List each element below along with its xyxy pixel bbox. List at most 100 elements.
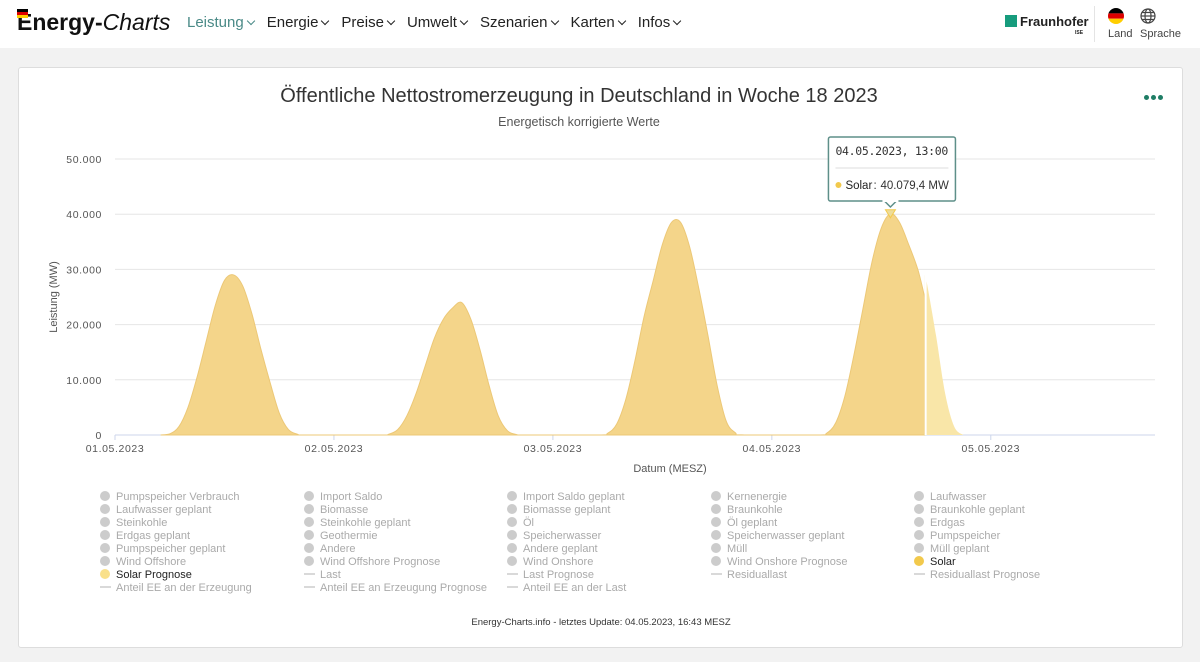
legend-item-residuallast[interactable]: Residuallast <box>727 569 787 581</box>
legend-item-öl[interactable]: Öl <box>523 517 534 529</box>
nav-item-karten[interactable]: Karten <box>571 14 626 31</box>
series-area-solar-prognose[interactable] <box>924 274 964 435</box>
y-axis-label: Leistung (MW) <box>48 261 60 333</box>
legend-symbol <box>914 491 924 501</box>
legend-item-anteil-ee-an-der-erzeugung[interactable]: Anteil EE an der Erzeugung <box>116 582 252 594</box>
legend-symbol <box>711 556 721 566</box>
legend-symbol <box>100 543 110 553</box>
legend-item-speicherwasser-geplant[interactable]: Speicherwasser geplant <box>727 530 844 542</box>
legend-symbol <box>304 517 314 527</box>
chevron-down-icon <box>246 16 255 26</box>
legend-item-wind-offshore-prognose[interactable]: Wind Offshore Prognose <box>320 556 440 568</box>
land-selector[interactable]: Land <box>1108 8 1132 40</box>
legend-item-öl-geplant[interactable]: Öl geplant <box>727 517 777 529</box>
legend-symbol <box>507 517 517 527</box>
legend-item-steinkohle-geplant[interactable]: Steinkohle geplant <box>320 517 411 529</box>
chevron-down-icon <box>321 16 330 26</box>
globe-icon <box>1140 8 1168 24</box>
legend-item-biomasse[interactable]: Biomasse <box>320 504 368 516</box>
legend-symbol <box>507 491 517 501</box>
legend-item-geothermie[interactable]: Geothermie <box>320 530 377 542</box>
legend-symbol <box>507 543 517 553</box>
fraunhofer-logo[interactable]: Fraunhofer ISE <box>1005 14 1089 36</box>
chart-title: Öffentliche Nettostromerzeugung in Deuts… <box>280 85 877 107</box>
x-tick-label: 05.05.2023 <box>962 443 1021 455</box>
legend-item-kernenergie[interactable]: Kernenergie <box>727 491 787 503</box>
x-axis-label: Datum (MESZ) <box>633 463 706 475</box>
chevron-down-icon <box>386 16 396 26</box>
main-menu: Leistung Energie Preise Umwelt Szenarien Kart… <box>187 14 693 31</box>
legend-symbol <box>100 530 110 540</box>
chart-menu-button[interactable] <box>1144 88 1164 106</box>
legend-symbol <box>304 504 314 514</box>
tooltip-pointer-cover <box>882 199 899 202</box>
y-tick-label: 50.000 <box>66 154 102 166</box>
nav-item-szenarien[interactable]: Szenarien <box>480 14 559 31</box>
legend-item-braunkohle-geplant[interactable]: Braunkohle geplant <box>930 504 1025 516</box>
energy-charts-logo[interactable]: Energy-Charts <box>17 9 183 36</box>
legend-item-andere[interactable]: Andere <box>320 543 355 555</box>
menu-dot <box>1151 95 1156 100</box>
legend-item-wind-onshore-prognose[interactable]: Wind Onshore Prognose <box>727 556 847 568</box>
legend-item-solar[interactable]: Solar <box>930 556 956 568</box>
legend-item-steinkohle[interactable]: Steinkohle <box>116 517 167 529</box>
nav-item-leistung[interactable]: Leistung <box>187 14 255 31</box>
legend-item-erdgas[interactable]: Erdgas <box>930 517 965 529</box>
legend-item-wind-onshore[interactable]: Wind Onshore <box>523 556 593 568</box>
chevron-down-icon <box>617 16 626 26</box>
legend-item-import-saldo[interactable]: Import Saldo <box>320 491 382 503</box>
legend-symbol <box>711 517 721 527</box>
language-selector[interactable]: Sprache <box>1140 8 1181 40</box>
chart-card: Öffentliche Nettostromerzeugung in Deuts… <box>18 67 1183 648</box>
legend-item-müll-geplant[interactable]: Müll geplant <box>930 543 989 555</box>
tooltip-series-dot <box>835 182 842 188</box>
legend-symbol <box>304 530 314 540</box>
x-tick-label: 04.05.2023 <box>743 443 802 455</box>
legend-symbol <box>100 517 110 527</box>
chart-subtitle: Energetisch korrigierte Werte <box>498 115 660 129</box>
legend-item-anteil-ee-an-der-last[interactable]: Anteil EE an der Last <box>523 582 626 594</box>
legend-symbol <box>711 504 721 514</box>
legend-symbol <box>914 504 924 514</box>
land-label: Land <box>1108 28 1133 40</box>
legend-item-biomasse-geplant[interactable]: Biomasse geplant <box>523 504 610 516</box>
legend-symbol <box>100 569 110 579</box>
nav-item-infos[interactable]: Infos <box>638 14 682 31</box>
legend-item-laufwasser[interactable]: Laufwasser <box>930 491 987 503</box>
legend-item-pumpspeicher[interactable]: Pumpspeicher <box>930 530 1001 542</box>
legend-symbol <box>914 530 924 540</box>
sprache-label: Sprache <box>1140 28 1181 40</box>
y-tick-label: 0 <box>96 430 102 442</box>
legend-item-braunkohle[interactable]: Braunkohle <box>727 504 783 516</box>
legend-item-pumpspeicher-geplant[interactable]: Pumpspeicher geplant <box>116 543 225 555</box>
german-flag-icon <box>17 9 183 31</box>
series-area-solar[interactable] <box>160 213 926 436</box>
chart-svg: Öffentliche Nettostromerzeugung in Deuts… <box>48 85 1155 628</box>
chart-credit[interactable]: Energy-Charts.info - letztes Update: 04.… <box>471 617 730 628</box>
legend-item-wind-offshore[interactable]: Wind Offshore <box>116 556 186 568</box>
legend-item-last[interactable]: Last <box>320 569 341 581</box>
legend-item-andere-geplant[interactable]: Andere geplant <box>523 543 598 555</box>
top-navigation-bar: Energy-Charts Leistung Energie Preise Umwel… <box>0 0 1200 48</box>
nav-item-umwelt[interactable]: Umwelt <box>407 14 469 31</box>
legend-item-pumpspeicher-verbrauch[interactable]: Pumpspeicher Verbrauch <box>116 491 240 503</box>
nav-item-energie[interactable]: Energie <box>267 14 330 31</box>
legend-symbol <box>507 556 517 566</box>
y-tick-label: 20.000 <box>66 320 102 332</box>
legend-symbol <box>914 517 924 527</box>
legend-item-import-saldo-geplant[interactable]: Import Saldo geplant <box>523 491 625 503</box>
legend-symbol <box>711 530 721 540</box>
legend-item-residuallast-prognose[interactable]: Residuallast Prognose <box>930 569 1040 581</box>
y-tick-label: 10.000 <box>66 375 102 387</box>
tooltip-marker <box>884 209 897 219</box>
legend-item-solar-prognose[interactable]: Solar Prognose <box>116 569 192 581</box>
legend-symbol <box>100 491 110 501</box>
legend-item-laufwasser-geplant[interactable]: Laufwasser geplant <box>116 504 211 516</box>
legend-item-erdgas-geplant[interactable]: Erdgas geplant <box>116 530 190 542</box>
legend-item-müll[interactable]: Müll <box>727 543 747 555</box>
x-tick-label: 02.05.2023 <box>305 443 364 455</box>
legend-item-speicherwasser[interactable]: Speicherwasser <box>523 530 602 542</box>
legend-item-anteil-ee-an-erzeugung-prognose[interactable]: Anteil EE an Erzeugung Prognose <box>320 582 487 594</box>
nav-item-preise[interactable]: Preise <box>341 14 396 31</box>
legend-item-last-prognose[interactable]: Last Prognose <box>523 569 594 581</box>
